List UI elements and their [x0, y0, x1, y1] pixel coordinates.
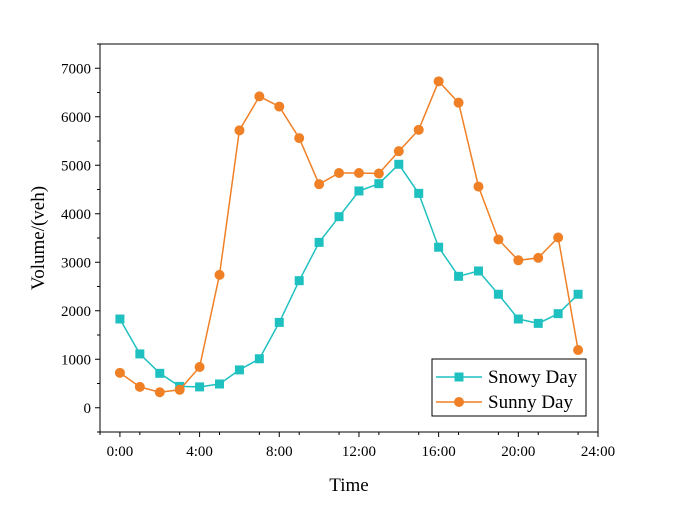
data-point-sunny-day	[214, 269, 225, 280]
legend-item-snowy-day: Snowy Day	[436, 367, 578, 388]
y-tick-label: 7000	[61, 61, 91, 77]
data-point-sunny-day	[513, 255, 524, 266]
series-layer	[114, 76, 584, 398]
data-point-sunny-day	[134, 381, 145, 392]
y-tick-label: 4000	[61, 207, 91, 223]
data-point-sunny-day	[154, 387, 165, 398]
data-point-sunny-day	[433, 76, 444, 87]
data-point-sunny-day	[373, 168, 384, 179]
data-point-sunny-day	[353, 168, 364, 179]
data-point-sunny-day	[294, 133, 305, 144]
series-sunny-day	[114, 76, 584, 398]
data-point-snowy-day	[135, 349, 145, 359]
series-line-snowy-day	[119, 163, 579, 388]
y-tick-label: 5000	[61, 158, 91, 174]
data-point-snowy-day	[394, 159, 404, 169]
y-tick-label: 3000	[61, 255, 91, 271]
data-point-sunny-day	[573, 345, 584, 356]
data-point-sunny-day	[533, 252, 544, 263]
data-point-sunny-day	[194, 362, 205, 373]
data-point-snowy-day	[274, 317, 284, 327]
data-point-snowy-day	[454, 271, 464, 281]
data-point-sunny-day	[254, 91, 265, 102]
data-point-snowy-day	[513, 314, 523, 324]
data-point-snowy-day	[533, 318, 543, 328]
x-tick-label: 4:00	[186, 444, 213, 460]
x-tick-label: 8:00	[266, 444, 293, 460]
data-point-snowy-day	[115, 314, 125, 324]
data-point-snowy-day	[215, 379, 225, 389]
data-point-sunny-day	[114, 367, 125, 378]
data-point-snowy-day	[434, 242, 444, 252]
data-point-snowy-day	[553, 309, 563, 319]
data-point-snowy-day	[334, 212, 344, 222]
data-point-sunny-day	[393, 146, 404, 157]
x-tick-label: 24:00	[581, 444, 615, 460]
series-snowy-day	[115, 159, 583, 392]
x-tick-label: 12:00	[342, 444, 376, 460]
legend-item-sunny-day: Sunny Day	[436, 392, 573, 413]
data-point-sunny-day	[493, 234, 504, 245]
series-line-sunny-day	[119, 79, 579, 393]
x-tick-label: 16:00	[422, 444, 456, 460]
data-point-sunny-day	[413, 124, 424, 135]
data-point-sunny-day	[314, 179, 325, 190]
data-point-snowy-day	[195, 382, 205, 392]
data-point-snowy-day	[414, 188, 424, 198]
y-tick-label: 6000	[61, 110, 91, 126]
data-point-sunny-day	[234, 125, 245, 136]
legend-marker-snowy-day	[454, 372, 464, 382]
y-axis: 0 1000 2000 3000 4000 5000 6000 7000	[61, 43, 100, 433]
data-point-snowy-day	[493, 289, 503, 299]
data-point-sunny-day	[473, 181, 484, 192]
legend-label-snowy-day: Snowy Day	[488, 367, 578, 388]
data-point-snowy-day	[155, 368, 165, 378]
data-point-snowy-day	[294, 276, 304, 286]
legend-label-sunny-day: Sunny Day	[488, 392, 573, 413]
x-axis-title: Time	[329, 475, 368, 496]
data-point-snowy-day	[254, 354, 264, 364]
data-point-snowy-day	[573, 289, 583, 299]
data-point-sunny-day	[553, 232, 564, 243]
x-axis: 0:00 4:00 8:00 12:00 16:00 20:00 24:00	[99, 432, 615, 460]
x-tick-label: 0:00	[107, 444, 134, 460]
legend: Snowy Day Sunny Day	[431, 358, 587, 417]
data-point-sunny-day	[174, 384, 185, 395]
data-point-snowy-day	[234, 365, 244, 375]
data-point-snowy-day	[473, 266, 483, 276]
data-point-snowy-day	[354, 186, 364, 196]
y-axis-title: Volume/(veh)	[28, 186, 49, 290]
data-point-sunny-day	[274, 101, 285, 112]
legend-marker-sunny-day	[454, 397, 464, 407]
x-tick-label: 20:00	[501, 444, 535, 460]
y-tick-label: 2000	[61, 304, 91, 320]
y-tick-label: 1000	[61, 352, 91, 368]
y-tick-label: 0	[84, 401, 92, 417]
data-point-sunny-day	[453, 97, 464, 108]
data-point-sunny-day	[334, 168, 345, 179]
data-point-snowy-day	[314, 237, 324, 247]
data-point-snowy-day	[374, 179, 384, 189]
